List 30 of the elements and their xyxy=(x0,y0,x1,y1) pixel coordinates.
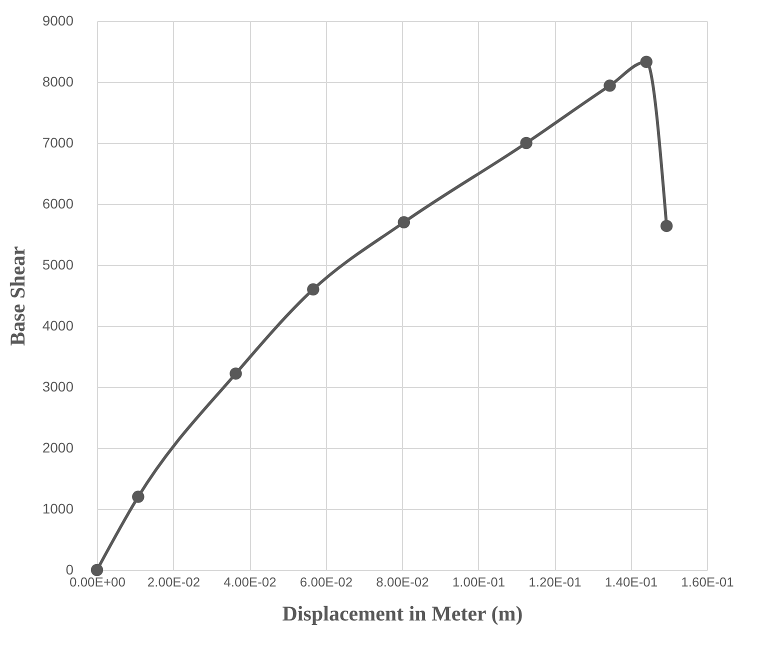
y-tick-label: 5000 xyxy=(42,256,74,272)
point xyxy=(230,367,242,380)
y-tick-label: 9000 xyxy=(42,12,74,28)
y-tick-label: 3000 xyxy=(42,378,74,394)
x-tick-label: 2.00E-02 xyxy=(147,574,200,590)
y-tick-label: 1000 xyxy=(42,500,74,516)
x-tick-label: 1.40E-01 xyxy=(604,574,658,590)
point xyxy=(90,564,104,576)
x-tick-label: 1.00E-01 xyxy=(452,574,506,590)
point xyxy=(520,136,532,150)
y-axis-title: Base Shear xyxy=(5,246,30,346)
point xyxy=(307,283,320,296)
point xyxy=(398,216,410,228)
x-tick-label: 1.60E-01 xyxy=(681,574,734,590)
x-tick-label: 6.00E-02 xyxy=(300,574,353,590)
y-tick-label: 0 xyxy=(66,562,74,578)
x-tick-label: 4.00E-02 xyxy=(224,574,276,590)
point xyxy=(640,56,653,68)
x-tick-label: 8.00E-02 xyxy=(376,574,429,590)
y-tick-label: 7000 xyxy=(42,134,74,150)
y-tick-label: 6000 xyxy=(42,196,74,212)
x-tick-label: 1.20E-01 xyxy=(528,574,582,590)
x-tick-label: 0.00E+00 xyxy=(69,574,126,590)
y-tick-label: 2000 xyxy=(42,440,74,456)
point xyxy=(132,490,144,503)
y-tick-label: 8000 xyxy=(42,74,74,90)
x-axis-title: Displacement in Meter (m) xyxy=(282,602,523,626)
y-tick-label: 4000 xyxy=(42,318,74,334)
point xyxy=(604,80,616,92)
point xyxy=(660,220,673,232)
